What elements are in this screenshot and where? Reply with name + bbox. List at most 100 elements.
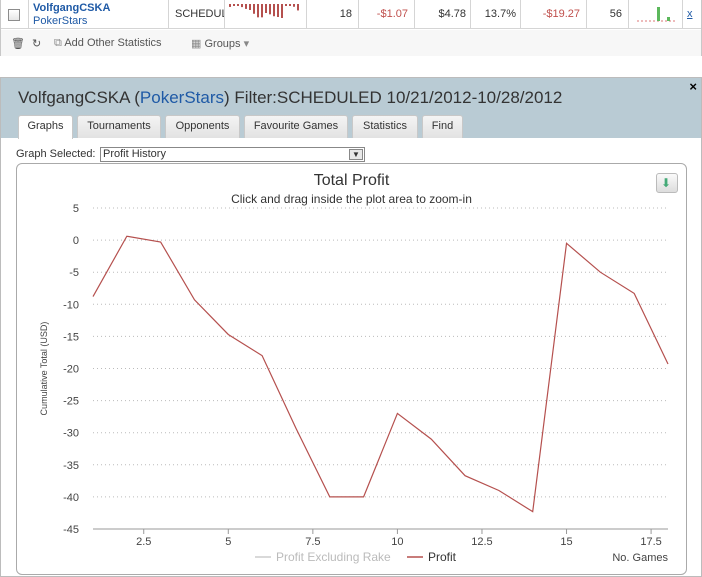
panel-filter-text: Filter:SCHEDULED 10/21/2012-10/28/2012 bbox=[234, 88, 563, 107]
x-axis-label: No. Games bbox=[612, 552, 668, 564]
tab-graphs[interactable]: Graphs bbox=[18, 115, 73, 139]
y-tick-label: -20 bbox=[63, 364, 79, 376]
remove-row-link[interactable]: x bbox=[687, 8, 693, 20]
y-tick-label: -35 bbox=[63, 460, 79, 472]
sparkline-bar bbox=[229, 4, 231, 7]
mini-chart-bar-small bbox=[667, 17, 670, 21]
chart-subtitle: Click and drag inside the plot area to z… bbox=[231, 192, 472, 206]
mini-bar-chart bbox=[637, 7, 677, 22]
y-tick-label: 5 bbox=[73, 203, 79, 215]
sparkline-bar bbox=[293, 4, 295, 7]
count-cell: 56 bbox=[587, 0, 629, 29]
tab-tournaments[interactable]: Tournaments bbox=[77, 115, 161, 138]
close-icon[interactable]: × bbox=[689, 79, 697, 94]
tab-opponents[interactable]: Opponents bbox=[165, 115, 240, 138]
x-tick-label: 15 bbox=[560, 536, 572, 548]
y-tick-label: -5 bbox=[69, 267, 79, 279]
player-name-link[interactable]: VolfgangCSKA bbox=[33, 2, 111, 14]
add-stats-icon: ⧉ bbox=[54, 37, 62, 49]
y-axis-label: Cumulative Total (USD) bbox=[39, 322, 49, 416]
x-tick-label: 12.5 bbox=[471, 536, 492, 548]
sparkline-bar bbox=[257, 4, 259, 18]
y-tick-label: -40 bbox=[63, 492, 79, 504]
tab-favourite-games[interactable]: Favourite Games bbox=[244, 115, 348, 138]
chart-title: Total Profit bbox=[313, 172, 390, 189]
x-tick-label: 2.5 bbox=[136, 536, 151, 548]
sparkline-bar bbox=[285, 4, 287, 6]
tab-find[interactable]: Find bbox=[422, 115, 463, 138]
trash-icon[interactable]: 🗑 bbox=[11, 38, 25, 50]
filter-name: SCHEDULI bbox=[175, 8, 224, 20]
profit-series-line bbox=[92, 235, 669, 513]
y-tick-label: -15 bbox=[63, 331, 79, 343]
sparkline-bar bbox=[269, 4, 271, 15]
site-name: PokerStars bbox=[33, 15, 88, 27]
graph-selected-label: Graph Selected: bbox=[16, 148, 96, 160]
sparkline-bar bbox=[265, 4, 267, 13]
sparkline-bar bbox=[261, 4, 263, 18]
tab-statistics[interactable]: Statistics bbox=[352, 115, 418, 138]
y-tick-label: -25 bbox=[63, 396, 79, 408]
sparkline-bar bbox=[253, 4, 255, 14]
sparkline-bar bbox=[277, 4, 279, 17]
y-tick-label: -30 bbox=[63, 428, 79, 440]
filter-cell: SCHEDULI bbox=[169, 0, 225, 29]
add-stats-button[interactable]: ⧉ Add Other Statistics bbox=[54, 37, 162, 50]
profit2-cell: -$19.27 bbox=[521, 0, 587, 29]
profit-value: -$1.07 bbox=[376, 8, 408, 20]
x-tick-label: 5 bbox=[225, 536, 231, 548]
graph-select-value: Profit History bbox=[103, 148, 166, 160]
refresh-icon[interactable]: ↻ bbox=[32, 38, 42, 50]
games-cell: 18 bbox=[307, 0, 359, 29]
mini-chart-bar bbox=[657, 7, 660, 21]
groups-icon: ▦ bbox=[191, 38, 202, 50]
roi-cell: 13.7% bbox=[471, 0, 521, 29]
download-button[interactable]: ⬇ bbox=[656, 173, 678, 193]
stake-cell: $4.78 bbox=[415, 0, 471, 29]
legend-item: Profit Excluding Rake bbox=[276, 550, 391, 564]
chevron-down-icon: ▾ bbox=[243, 38, 250, 50]
profit-chart[interactable]: 5 0 -5 -10 -15 -20 -25 -30 -35 -40 -45 2.5 5 7.5 10 12.… bbox=[17, 164, 686, 574]
sparkline-bar bbox=[233, 4, 235, 6]
panel-header: VolfgangCSKA (PokerStars) Filter:SCHEDUL… bbox=[1, 78, 701, 139]
stake-value: $4.78 bbox=[438, 8, 466, 20]
player-detail-panel: VolfgangCSKA (PokerStars) Filter:SCHEDUL… bbox=[0, 77, 702, 577]
sparkline-bar bbox=[245, 4, 247, 9]
sparkline-bar bbox=[273, 4, 275, 17]
games-value: 18 bbox=[339, 8, 352, 20]
y-tick-label: -10 bbox=[63, 299, 79, 311]
x-tick-label: 7.5 bbox=[305, 536, 320, 548]
sparkline-cell bbox=[225, 0, 307, 29]
panel-title: VolfgangCSKA (PokerStars) Filter:SCHEDUL… bbox=[18, 88, 563, 107]
groups-button[interactable]: ▦ Groups ▾ bbox=[191, 37, 249, 50]
select-cell bbox=[1, 0, 29, 29]
sparkline-bar bbox=[289, 4, 291, 6]
panel-site-link[interactable]: PokerStars bbox=[139, 88, 225, 107]
panel-player-name: VolfgangCSKA bbox=[18, 88, 130, 107]
x-tick-label: 10 bbox=[391, 536, 403, 548]
summary-panel: VolfgangCSKA PokerStars SCHEDULI 18 -$1.… bbox=[0, 0, 702, 56]
sparkline-bar bbox=[281, 4, 283, 18]
graph-select[interactable]: Profit History ▼ bbox=[100, 147, 365, 162]
player-summary-row: VolfgangCSKA PokerStars SCHEDULI 18 -$1.… bbox=[1, 0, 701, 29]
y-tick-label: -45 bbox=[63, 524, 79, 536]
summary-toolbar: 🗑 ↻ ⧉ Add Other Statistics ▦ Groups ▾ bbox=[1, 30, 701, 56]
profit-sparkline bbox=[229, 4, 299, 18]
profit-cell: -$1.07 bbox=[359, 0, 415, 29]
y-tick-label: 0 bbox=[73, 235, 79, 247]
sparkline-bar bbox=[241, 4, 243, 8]
sparkline-bar bbox=[297, 4, 299, 11]
sparkline-bar bbox=[249, 4, 251, 10]
add-stats-label: Add Other Statistics bbox=[64, 37, 162, 49]
legend-item: Profit bbox=[428, 550, 457, 564]
roi-value: 13.7% bbox=[484, 8, 516, 20]
profit2-value: -$19.27 bbox=[542, 8, 580, 20]
download-icon: ⬇ bbox=[661, 176, 672, 190]
chevron-down-icon[interactable]: ▼ bbox=[349, 149, 363, 160]
player-cell: VolfgangCSKA PokerStars bbox=[29, 0, 169, 29]
remove-cell: x bbox=[683, 0, 701, 29]
chart-container: Total Profit Click and drag inside the p… bbox=[16, 163, 687, 575]
mini-chart-cell bbox=[629, 0, 683, 29]
row-checkbox[interactable] bbox=[8, 9, 20, 21]
groups-label: Groups bbox=[204, 38, 241, 50]
